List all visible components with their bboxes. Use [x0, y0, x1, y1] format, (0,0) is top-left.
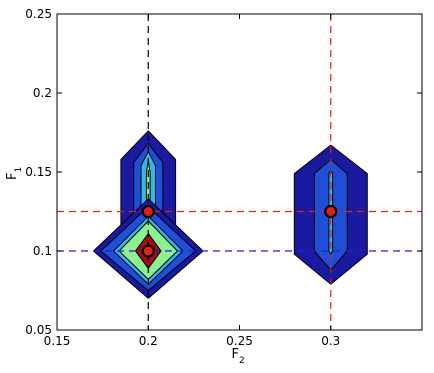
x-axis-label: F2	[232, 347, 245, 366]
y-tick-label: 0.25	[25, 7, 52, 21]
center-marker-0	[141, 205, 155, 218]
y-tick-label: 0.1	[33, 244, 52, 258]
y-tick-label: 0.05	[25, 323, 52, 337]
axes-frame	[56, 13, 423, 331]
x-tick-label: 0.2	[139, 334, 158, 348]
x-tick-label: 0.25	[226, 334, 253, 348]
plot-area	[57, 14, 422, 330]
axis-labels: F2 F1	[5, 167, 245, 366]
axes: 0.15 0.2 0.25 0.3 0.05 0.1 0.15 0.2 0.25	[25, 7, 423, 348]
x-tick-label: 0.3	[321, 334, 340, 348]
y-tick-label: 0.15	[25, 165, 52, 179]
y-axis-label: F1	[5, 167, 24, 180]
center-marker-2	[324, 205, 338, 218]
y-tick-label: 0.2	[33, 86, 52, 100]
x-tick-label: 0.15	[44, 334, 71, 348]
center-marker-1	[141, 244, 155, 258]
